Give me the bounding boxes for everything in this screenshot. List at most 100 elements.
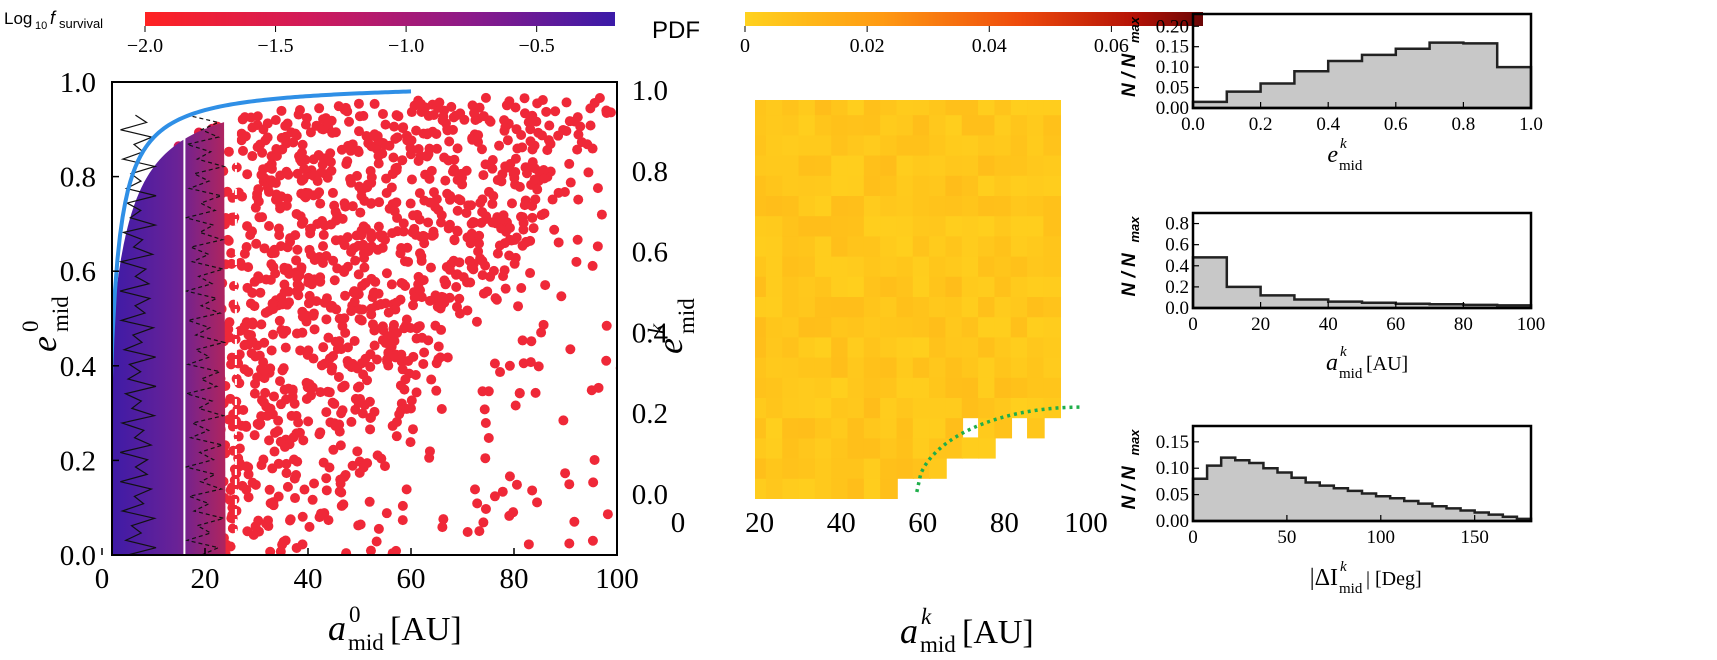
- scatter-point: [588, 477, 599, 488]
- scatter-point: [444, 136, 455, 147]
- scatter-point: [436, 217, 447, 228]
- scatter-point: [236, 128, 247, 139]
- heatmap-cell: [863, 477, 882, 499]
- scatter-point: [336, 487, 347, 498]
- left-colorbar-tick-label: −0.5: [519, 35, 555, 57]
- heatmap-cell: [978, 215, 996, 237]
- heatmap-cell: [668, 134, 686, 155]
- left-xtick-label: 100: [595, 563, 639, 595]
- scatter-point: [267, 298, 278, 309]
- scatter-point: [312, 176, 323, 187]
- heatmap-cell: [755, 457, 768, 479]
- scatter-point: [497, 486, 508, 497]
- histogram-ytick-label: 0.0: [1165, 298, 1189, 319]
- heatmap-cell: [765, 235, 784, 257]
- svg-text:0: 0: [18, 321, 43, 333]
- heatmap-cell: [717, 175, 735, 196]
- left-ytick-label: 0.6: [60, 256, 96, 288]
- heatmap-cell: [896, 255, 915, 277]
- heatmap-cell: [755, 477, 768, 499]
- scatter-point: [397, 155, 408, 166]
- heatmap-cell: [733, 478, 751, 499]
- scatter-point: [525, 357, 536, 368]
- heatmap-cell: [847, 114, 866, 136]
- scatter-point: [297, 139, 308, 150]
- scatter-point: [407, 424, 418, 435]
- histogram-xlabel-sub: mid: [1339, 581, 1363, 597]
- scatter-point: [449, 234, 460, 245]
- scatter-point: [452, 143, 463, 154]
- scatter-point: [268, 500, 279, 511]
- scatter-point: [358, 248, 369, 259]
- left-colorbar-label-prefix: Log: [4, 9, 32, 28]
- scatter-point: [593, 382, 604, 393]
- scatter-point: [291, 328, 302, 339]
- scatter-point: [328, 351, 339, 362]
- scatter-point: [399, 323, 410, 334]
- middle-xlabel: a k mid [AU]: [900, 604, 1034, 657]
- histogram-frame: [1191, 12, 1533, 110]
- scatter-point: [258, 164, 269, 175]
- scatter-point: [575, 121, 586, 132]
- scatter-point: [308, 353, 319, 364]
- scatter-point: [449, 154, 460, 165]
- heatmap-cell: [755, 376, 768, 398]
- left-ytick-label: 0.2: [60, 445, 96, 477]
- scatter-point: [527, 144, 538, 155]
- heatmap-cell: [1027, 174, 1045, 196]
- left-black-trace: [118, 114, 158, 555]
- heatmap-cell: [733, 155, 751, 176]
- scatter-point: [341, 548, 352, 555]
- heatmap-cell: [1010, 255, 1029, 277]
- heatmap-cell: [896, 174, 915, 196]
- heatmap-cell: [896, 100, 915, 116]
- heatmap-cell: [755, 316, 768, 338]
- heatmap-cell: [717, 215, 735, 236]
- heatmap-cell: [765, 215, 784, 237]
- scatter-point: [266, 259, 277, 270]
- scatter-point: [249, 301, 260, 312]
- histogram-xlabel-sup: k: [1340, 559, 1347, 575]
- scatter-point: [282, 118, 293, 129]
- scatter-point: [410, 370, 421, 381]
- scatter-point: [480, 92, 491, 103]
- scatter-point: [234, 443, 245, 454]
- scatter-point: [387, 548, 398, 555]
- scatter-point: [480, 453, 491, 464]
- left-xtick-label: 0: [95, 563, 110, 595]
- heatmap-cell: [701, 417, 719, 438]
- heatmap-cell: [765, 477, 784, 499]
- heatmap-cell: [912, 275, 931, 297]
- heatmap-cell: [831, 376, 849, 398]
- heatmap-cell: [717, 357, 735, 378]
- scatter-point: [526, 336, 537, 347]
- scatter-point: [310, 253, 321, 264]
- heatmap-cell: [994, 255, 1013, 277]
- heatmap-cell: [717, 377, 735, 398]
- heatmap-cell: [961, 356, 980, 378]
- svg-text:a: a: [900, 611, 918, 651]
- scatter-point: [258, 357, 269, 368]
- heatmap-cell: [733, 195, 751, 216]
- scatter-point: [350, 255, 361, 266]
- scatter-point: [391, 431, 402, 442]
- scatter-point: [306, 279, 317, 290]
- scatter-point: [480, 159, 491, 170]
- scatter-point: [321, 485, 332, 496]
- histogram-frame: [1191, 424, 1533, 523]
- left-scatter-points: [148, 92, 617, 555]
- heatmap-cell: [831, 235, 849, 257]
- scatter-point: [257, 147, 268, 158]
- heatmap-cell: [929, 397, 947, 419]
- heatmap-cell: [929, 134, 947, 156]
- heatmap-cell: [1043, 100, 1062, 116]
- heatmap-cell: [945, 255, 964, 277]
- scatter-point: [419, 347, 430, 358]
- heatmap-cell: [782, 417, 800, 439]
- scatter-point: [403, 356, 414, 367]
- heatmap-cell: [798, 356, 817, 378]
- scatter-point: [243, 469, 254, 480]
- heatmap-cell: [755, 235, 768, 257]
- histogram-xtick-label: 0.4: [1316, 114, 1340, 135]
- scatter-point: [239, 321, 250, 332]
